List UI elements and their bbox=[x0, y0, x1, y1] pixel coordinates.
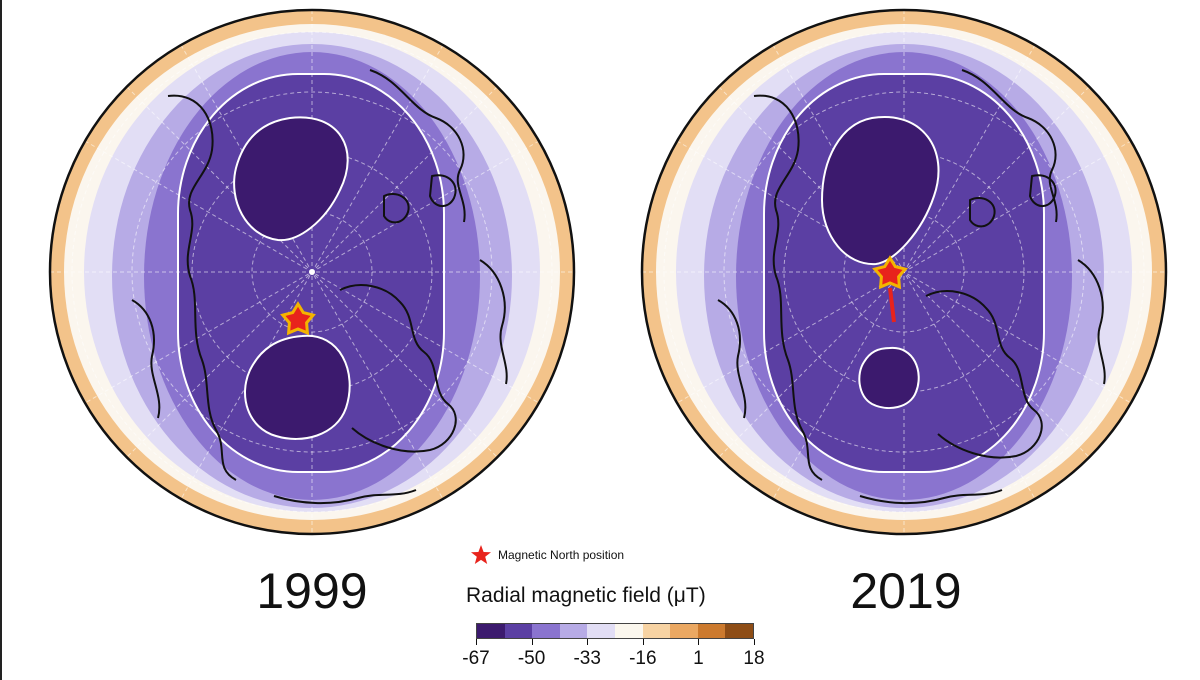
colorbar-ticks bbox=[476, 639, 755, 647]
colorbar-tick bbox=[531, 639, 533, 645]
star-icon bbox=[471, 545, 491, 564]
colorbar bbox=[476, 623, 754, 639]
colorbar-swatch bbox=[697, 624, 726, 638]
colorbar-tick bbox=[754, 639, 755, 645]
colorbar-tick-label: -16 bbox=[629, 648, 657, 669]
year-label-1999: 1999 bbox=[256, 563, 368, 619]
pole-track-line bbox=[888, 287, 896, 323]
colorbar-swatch bbox=[532, 624, 560, 638]
colorbar-tick bbox=[642, 639, 644, 645]
colorbar-swatch bbox=[477, 624, 505, 638]
colorbar-swatch bbox=[614, 624, 643, 638]
year-label-2019: 2019 bbox=[850, 563, 962, 619]
colorbar-swatch bbox=[559, 624, 588, 638]
magnetic-north-star-icon bbox=[872, 255, 908, 290]
colorbar-swatch bbox=[504, 624, 533, 638]
star-legend-label: Magnetic North position bbox=[498, 548, 625, 562]
colorbar-tick bbox=[698, 639, 700, 645]
colorbar-tick-label: 1 bbox=[693, 648, 704, 669]
colorbar-tick bbox=[587, 639, 589, 645]
colorbar-title: Radial magnetic field (μT) bbox=[466, 584, 706, 607]
left-border bbox=[0, 0, 2, 680]
globe-map-1999 bbox=[48, 8, 576, 536]
magnetic-north-star-icon bbox=[280, 301, 316, 336]
colorbar-tick bbox=[476, 639, 477, 645]
colorbar-tick-label: 18 bbox=[743, 648, 765, 669]
colorbar-swatch bbox=[587, 624, 615, 638]
colorbar-swatch bbox=[670, 624, 698, 638]
star-legend: Magnetic North position bbox=[470, 544, 624, 566]
colorbar-tick-label: -33 bbox=[573, 648, 601, 669]
globe-map-2019 bbox=[640, 8, 1168, 536]
colorbar-tick-label: -67 bbox=[462, 648, 490, 669]
colorbar-swatch bbox=[642, 624, 671, 638]
colorbar-swatch bbox=[725, 624, 753, 638]
colorbar-tick-label: -50 bbox=[517, 648, 546, 669]
